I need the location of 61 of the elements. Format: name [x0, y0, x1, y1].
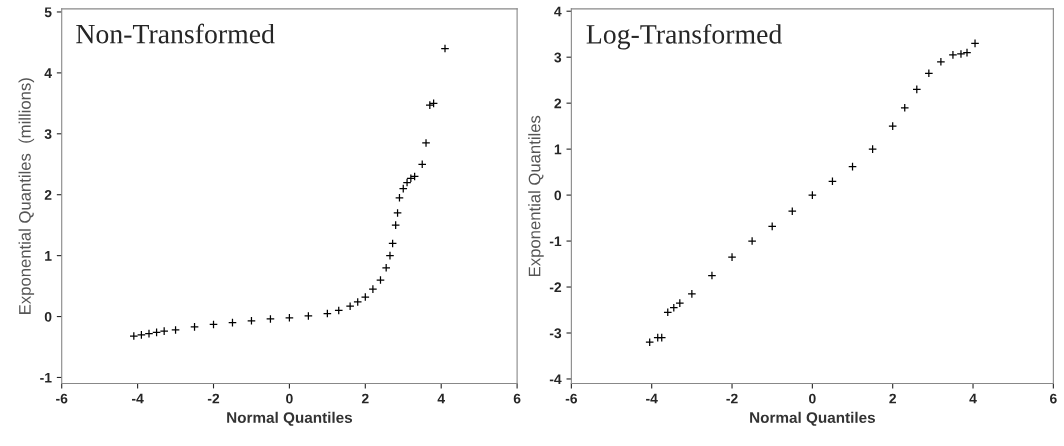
- x-axis-title: Normal Quantiles: [750, 411, 875, 426]
- y-tick-label: 4: [44, 68, 52, 78]
- point: [440, 44, 450, 53]
- point: [948, 50, 958, 60]
- x-tick-label: 4: [969, 393, 977, 404]
- y-tick-label: -2: [549, 282, 562, 293]
- y-tick-label: 2: [44, 190, 52, 200]
- y-tick-label: 2: [554, 98, 562, 109]
- x-tick-label: -6: [56, 393, 68, 404]
- x-tick-label: 0: [809, 393, 816, 404]
- x-tick-label: 0: [286, 393, 293, 404]
- x-tick-label: 2: [889, 393, 896, 404]
- y-tick-label: 3: [44, 129, 52, 139]
- point: [393, 208, 402, 218]
- x-tick-label: -4: [646, 393, 658, 404]
- point: [970, 38, 980, 48]
- point: [360, 292, 370, 302]
- y-tick-label: 0: [44, 311, 52, 322]
- point: [144, 329, 154, 339]
- x-axis-title: Normal Quantiles: [227, 411, 353, 426]
- y-tick-label: -4: [549, 374, 562, 384]
- x-tick-label: 6: [1050, 393, 1057, 404]
- x-tick-label: 2: [361, 393, 369, 404]
- y-axis-title: Exponential Quantiles: [528, 115, 544, 276]
- point: [129, 331, 139, 341]
- point: [868, 144, 878, 154]
- y-tick-label: 1: [554, 144, 562, 155]
- point: [385, 251, 395, 261]
- x-tick-label: 4: [437, 393, 445, 404]
- point: [936, 57, 946, 67]
- chart-title: Log-Transformed: [586, 23, 782, 50]
- point: [421, 138, 431, 148]
- y-tick-label: 4: [554, 6, 562, 17]
- point: [266, 314, 275, 324]
- x-tick-label: -2: [726, 393, 738, 404]
- y-tick-label: -1: [40, 372, 52, 383]
- point: [190, 322, 199, 332]
- point: [376, 275, 385, 285]
- y-tick-label: -3: [549, 328, 562, 339]
- x-tick-label: -2: [207, 393, 220, 404]
- y-tick-label: -1: [549, 236, 562, 247]
- y-tick-label: 5: [44, 7, 52, 18]
- point: [956, 49, 966, 59]
- point: [707, 271, 717, 280]
- point: [962, 48, 972, 58]
- point: [687, 289, 697, 299]
- y-tick-label: 3: [554, 52, 562, 63]
- point: [171, 325, 180, 335]
- x-tick-label: -6: [565, 393, 578, 404]
- point: [368, 284, 378, 294]
- y-tick-label: 1: [45, 251, 52, 261]
- chart-title: Non-Transformed: [76, 23, 275, 44]
- x-tick-label: 6: [513, 393, 521, 404]
- point: [303, 311, 313, 321]
- point: [353, 297, 363, 307]
- point: [727, 252, 737, 262]
- y-axis-title: Exponential Quantiles (millions): [18, 78, 35, 314]
- y-tick-label: 0: [554, 190, 562, 201]
- point: [807, 190, 817, 200]
- x-tick-label: -4: [131, 393, 144, 404]
- point: [747, 236, 757, 246]
